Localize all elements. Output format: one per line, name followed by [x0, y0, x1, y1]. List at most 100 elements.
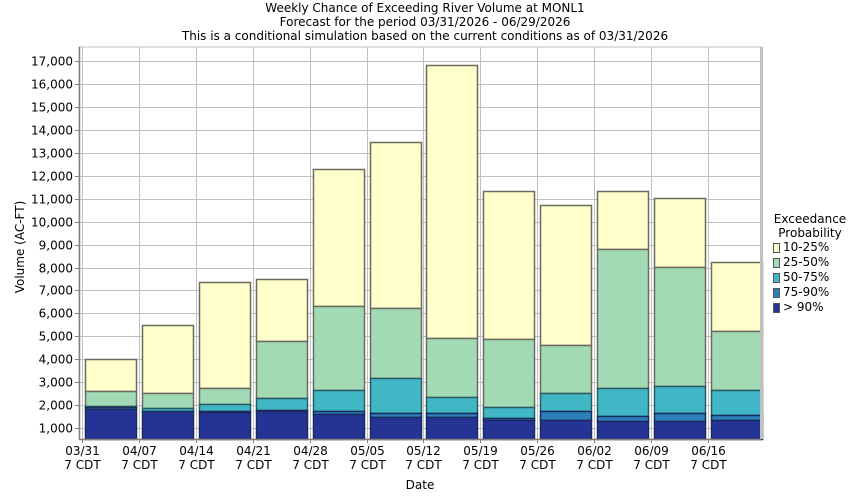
legend-item: 10-25%	[773, 240, 850, 255]
legend-item: 75-90%	[773, 285, 850, 300]
bar-segment	[312, 168, 366, 308]
x-tick-label: 06/16	[691, 444, 726, 458]
bar-segment	[653, 266, 707, 388]
y-tick-label: 14,000	[31, 124, 73, 138]
y-tick-label: 10,000	[31, 216, 73, 230]
x-tick-sublabel: 7 CDT	[178, 458, 215, 472]
bar-segment	[198, 387, 252, 406]
y-tick-label: 4,000	[39, 353, 73, 367]
bar-segment	[710, 419, 764, 441]
x-tick-label: 03/31	[65, 444, 100, 458]
y-tick-label: 5,000	[39, 330, 73, 344]
x-tick-sublabel: 7 CDT	[292, 458, 329, 472]
y-tick-label: 6,000	[39, 307, 73, 321]
axes	[78, 47, 763, 441]
bar-segment	[596, 190, 650, 251]
x-tick-sublabel: 7 CDT	[519, 458, 556, 472]
legend-item: > 90%	[773, 300, 850, 315]
y-tick-label: 17,000	[31, 55, 73, 69]
x-tick-label: 05/19	[463, 444, 498, 458]
y-tick-label: 16,000	[31, 78, 73, 92]
bar-segment	[596, 387, 650, 418]
x-tick-label: 05/26	[520, 444, 555, 458]
x-axis-label: Date	[405, 478, 435, 492]
x-tick-label: 06/02	[577, 444, 612, 458]
bar-segment	[539, 392, 593, 413]
legend-label: 25-50%	[783, 255, 830, 269]
bar-segment	[255, 397, 309, 412]
bar-segment	[141, 410, 195, 441]
legend: Exceedance Probability 10-25% 25-50% 50-75…	[770, 212, 850, 315]
bar-segment	[84, 408, 138, 441]
bar-segment	[312, 389, 366, 413]
x-tick-sublabel: 7 CDT	[690, 458, 727, 472]
bar-segment	[84, 390, 138, 408]
bar-segment	[141, 324, 195, 395]
legend-swatch	[773, 272, 780, 283]
bar-segment	[198, 403, 252, 413]
y-tick-label: 8,000	[39, 262, 73, 276]
legend-item: 50-75%	[773, 270, 850, 285]
bar-segment	[425, 64, 479, 340]
bar-segment	[539, 344, 593, 395]
bar-segment	[710, 389, 764, 417]
bar-segment	[482, 338, 536, 409]
x-tick-label: 04/21	[236, 444, 271, 458]
bar-segment	[369, 416, 423, 441]
legend-title-line-2: Probability	[778, 226, 842, 240]
bar-segment	[482, 406, 536, 420]
legend-swatch	[773, 257, 780, 268]
y-axis-label: Volume (AC-FT)	[13, 200, 27, 294]
chart-title: Weekly Chance of Exceeding River Volume …	[265, 1, 585, 15]
legend-title-line-1: Exceedance	[773, 212, 847, 226]
x-tick-label: 04/28	[293, 444, 328, 458]
legend-label: 75-90%	[783, 285, 830, 299]
bar-segment	[141, 392, 195, 410]
bars	[84, 64, 764, 441]
chart-subtitle-period: Forecast for the period 03/31/2026 - 06/…	[279, 15, 571, 29]
bar-segment	[198, 281, 252, 390]
y-tick-label: 11,000	[31, 193, 73, 207]
bar-segment	[653, 197, 707, 269]
x-tick-label: 06/09	[634, 444, 669, 458]
bar-segment	[539, 410, 593, 422]
x-tick-sublabel: 7 CDT	[235, 458, 272, 472]
legend-items: 10-25% 25-50% 50-75% 75-90% > 90%	[770, 240, 850, 315]
x-tick-label: 04/14	[179, 444, 214, 458]
bar-segment	[198, 411, 252, 441]
x-tick-sublabel: 7 CDT	[576, 458, 613, 472]
x-tick-sublabel: 7 CDT	[121, 458, 158, 472]
bar-segment	[596, 248, 650, 390]
y-tick-label: 13,000	[31, 147, 73, 161]
y-tick-label: 1,000	[39, 422, 73, 436]
bar-segment	[425, 416, 479, 441]
x-tick-sublabel: 7 CDT	[64, 458, 101, 472]
bar-segment	[369, 141, 423, 310]
legend-swatch	[773, 302, 780, 313]
y-tick-label: 9,000	[39, 239, 73, 253]
bar-segment	[482, 190, 536, 341]
bar-segment	[653, 420, 707, 441]
y-axis-ticks: 1,000 2,000 3,000 4,000 5,000 6,000 7,000 8,000…	[31, 55, 79, 436]
bar-segment	[312, 413, 366, 441]
bar-segment	[653, 412, 707, 423]
bar-segment	[539, 204, 593, 347]
x-tick-sublabel: 7 CDT	[462, 458, 499, 472]
bar-segment	[255, 278, 309, 343]
y-tick-label: 12,000	[31, 170, 73, 184]
bar-segment	[425, 396, 479, 415]
legend-label: 50-75%	[783, 270, 830, 284]
y-tick-label: 2,000	[39, 399, 73, 413]
x-tick-label: 04/07	[122, 444, 157, 458]
x-tick-label: 05/05	[350, 444, 385, 458]
legend-label: > 90%	[783, 300, 824, 314]
y-tick-label: 15,000	[31, 101, 73, 115]
y-tick-label: 3,000	[39, 376, 73, 390]
bar-segment	[482, 419, 536, 441]
chart-subtitle-conditions: This is a conditional simulation based o…	[181, 29, 669, 43]
bar-segment	[653, 385, 707, 415]
bar-segment	[369, 377, 423, 415]
bar-segment	[710, 261, 764, 333]
bar-segment	[84, 358, 138, 393]
